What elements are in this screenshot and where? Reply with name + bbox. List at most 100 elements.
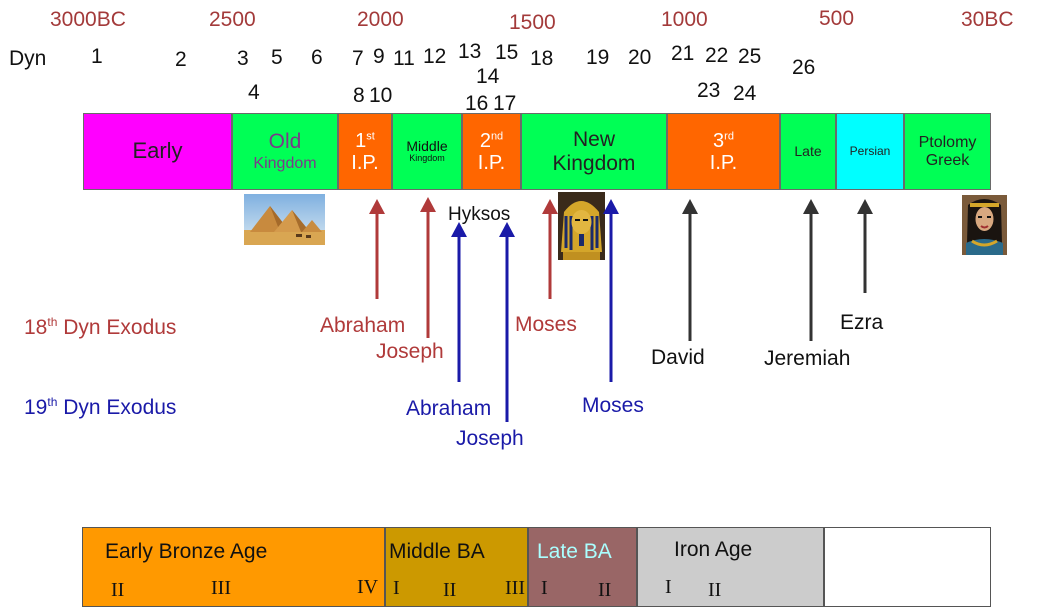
dynasty-number: 14 <box>476 65 500 88</box>
subperiod-numeral: IV <box>357 576 379 598</box>
dynasty-number: 26 <box>792 56 816 79</box>
exodus-19-label: 19th Dyn Exodus <box>24 395 177 419</box>
subperiod-numeral: II <box>708 579 722 601</box>
dynasty-number: 4 <box>248 81 260 104</box>
dynasty-number: 20 <box>628 46 652 69</box>
early-bronze-label: Early Bronze Age <box>105 540 268 563</box>
ezra-label: Ezra <box>840 311 884 334</box>
blue-joseph-label: Joseph <box>456 427 524 450</box>
blue-arrow-moses <box>603 199 619 382</box>
red-arrow-moses <box>542 199 558 299</box>
dynasty-number: 16 <box>465 92 489 115</box>
red-abraham-label: Abraham <box>320 314 406 337</box>
dynasty-number: 12 <box>423 45 447 68</box>
year-label: 500 <box>819 7 855 30</box>
dyn-label: Dyn <box>9 47 47 70</box>
period-ptolemy: Ptolomy Greek <box>904 113 991 190</box>
dynasty-number: 18 <box>530 47 554 70</box>
year-label: 3000BC <box>50 8 126 31</box>
jeremiah-label: Jeremiah <box>764 347 851 370</box>
dynasty-number: 17 <box>493 92 517 115</box>
dynasty-number: 25 <box>738 45 762 68</box>
exodus-18-label: 18th Dyn Exodus <box>24 315 177 339</box>
period-middle-label: Middle <box>406 137 448 154</box>
year-label: 1500 <box>509 11 556 34</box>
period-third-ip: 3rd I.P. <box>667 113 780 190</box>
subperiod-numeral: I <box>541 577 548 599</box>
cleopatra-image <box>962 195 1007 255</box>
period-ptol-sub: Greek <box>925 151 970 169</box>
period-middle-kingdom: Middle Kingdom <box>392 113 462 190</box>
subperiod-numeral: II <box>111 579 125 601</box>
subperiod-numeral: III <box>505 577 525 599</box>
period-second-ip: 2nd I.P. <box>462 113 521 190</box>
blank-age <box>824 527 991 607</box>
late-bronze-label: Late BA <box>537 540 612 563</box>
subperiod-numeral: II <box>598 579 612 601</box>
year-label: 2000 <box>357 8 404 31</box>
dynasty-number: 13 <box>458 40 482 63</box>
red-arrow-joseph <box>420 197 436 338</box>
black-arrow-david <box>682 199 698 341</box>
period-late: Late <box>780 113 836 190</box>
dynasty-number: 2 <box>175 48 187 71</box>
dynasty-number: 6 <box>311 46 323 69</box>
dynasty-number: 21 <box>671 42 695 65</box>
early-bronze-age: Early Bronze Age <box>82 527 385 607</box>
period-sip-sub: I.P. <box>477 151 506 174</box>
period-new-label: New <box>572 128 615 152</box>
period-tip-sub: I.P. <box>709 151 738 174</box>
red-joseph-label: Joseph <box>376 340 444 363</box>
dynasty-number: 22 <box>705 44 729 67</box>
blue-abraham-label: Abraham <box>406 397 492 420</box>
period-ptol-label: Ptolomy <box>918 133 977 151</box>
period-new-sub: Kingdom <box>552 151 636 175</box>
period-sip-label: 2nd <box>479 129 504 152</box>
dynasty-number: 19 <box>586 46 610 69</box>
hyksos-label: Hyksos <box>448 204 511 225</box>
blue-arrow-abraham <box>451 222 467 382</box>
period-first-ip: 1st I.P. <box>338 113 392 190</box>
period-fip-sub: I.P. <box>351 151 379 174</box>
period-early: Early <box>83 113 232 190</box>
dynasty-number: 24 <box>733 82 757 105</box>
tutankhamun-mask-image <box>558 192 605 260</box>
dynasty-number: 5 <box>271 46 283 69</box>
red-moses-label: Moses <box>515 313 577 336</box>
late-bronze-age: Late BA <box>528 527 637 607</box>
subperiod-numeral: III <box>211 577 231 599</box>
middle-bronze-label: Middle BA <box>389 540 485 563</box>
iron-age-label: Iron Age <box>674 538 753 561</box>
subperiod-numeral: II <box>443 579 457 601</box>
period-late-label: Late <box>794 142 822 159</box>
subperiod-numeral: I <box>393 577 400 599</box>
period-old-kingdom: Old Kingdom <box>232 113 338 190</box>
pyramids-image <box>244 194 325 245</box>
year-label: 1000 <box>661 8 708 31</box>
period-persian-label: Persian <box>849 143 891 158</box>
year-label: 2500 <box>209 8 256 31</box>
period-middle-sub: Kingdom <box>409 153 445 164</box>
black-arrow-ezra <box>857 199 873 293</box>
david-label: David <box>651 346 705 369</box>
period-tip-label: 3rd <box>713 129 734 152</box>
black-arrow-jeremiah <box>803 199 819 341</box>
dynasty-number: 23 <box>697 79 721 102</box>
dynasty-number: 15 <box>495 41 519 64</box>
middle-bronze-age: Middle BA <box>385 527 528 607</box>
period-new-kingdom: New Kingdom <box>521 113 667 190</box>
dynasty-number: 9 <box>373 45 385 68</box>
blue-moses-label: Moses <box>582 394 644 417</box>
red-arrow-abraham <box>369 199 385 299</box>
year-label: 30BC <box>961 8 1014 31</box>
period-persian: Persian <box>836 113 904 190</box>
blue-arrow-joseph <box>499 222 515 422</box>
dynasty-number: 8 <box>353 84 365 107</box>
period-old-label: Old <box>268 130 302 154</box>
period-old-sub: Kingdom <box>253 155 317 173</box>
period-early-label: Early <box>132 138 183 164</box>
dynasty-number: 7 <box>352 47 364 70</box>
subperiod-numeral: I <box>665 576 672 598</box>
dynasty-number: 10 <box>369 84 393 107</box>
